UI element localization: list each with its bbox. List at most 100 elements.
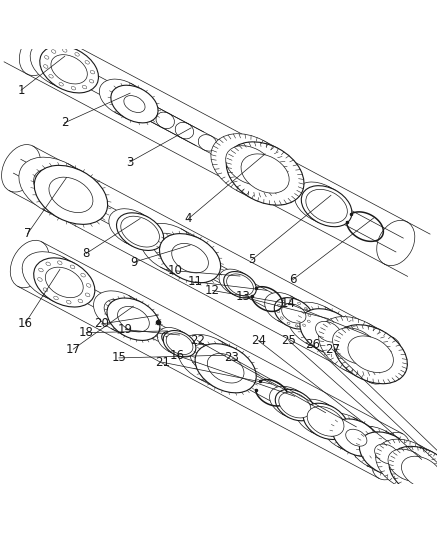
Ellipse shape <box>152 233 189 263</box>
Ellipse shape <box>363 337 402 384</box>
Text: 12: 12 <box>205 284 220 297</box>
Text: 18: 18 <box>79 326 94 339</box>
Ellipse shape <box>241 154 289 193</box>
Ellipse shape <box>334 325 407 384</box>
Text: 10: 10 <box>168 264 183 277</box>
Ellipse shape <box>34 258 95 307</box>
Ellipse shape <box>282 304 306 323</box>
Ellipse shape <box>219 269 252 295</box>
Ellipse shape <box>296 399 340 435</box>
Ellipse shape <box>19 30 57 76</box>
Text: 13: 13 <box>236 290 251 303</box>
Ellipse shape <box>315 321 341 342</box>
Ellipse shape <box>318 317 392 376</box>
Ellipse shape <box>159 233 221 283</box>
Ellipse shape <box>402 456 438 489</box>
Ellipse shape <box>376 439 438 491</box>
Text: 24: 24 <box>251 334 266 347</box>
Text: 25: 25 <box>281 334 296 347</box>
Ellipse shape <box>19 157 92 216</box>
Ellipse shape <box>275 389 314 421</box>
Text: 20: 20 <box>94 318 109 330</box>
Ellipse shape <box>269 386 309 418</box>
Text: 11: 11 <box>187 275 202 288</box>
Ellipse shape <box>389 446 438 498</box>
Text: 2: 2 <box>61 116 68 130</box>
Text: 9: 9 <box>131 256 138 269</box>
Text: 6: 6 <box>289 273 297 286</box>
Ellipse shape <box>226 146 274 185</box>
Text: 14: 14 <box>281 297 296 310</box>
Ellipse shape <box>307 407 344 436</box>
Ellipse shape <box>99 79 147 117</box>
Ellipse shape <box>388 449 428 481</box>
Ellipse shape <box>109 209 156 246</box>
Ellipse shape <box>226 142 304 205</box>
Ellipse shape <box>190 344 227 374</box>
Ellipse shape <box>163 330 196 357</box>
Ellipse shape <box>211 134 289 197</box>
Ellipse shape <box>10 240 49 288</box>
Ellipse shape <box>30 41 89 88</box>
Ellipse shape <box>49 177 93 213</box>
Ellipse shape <box>166 333 193 354</box>
Text: 22: 22 <box>190 334 205 347</box>
Ellipse shape <box>348 336 393 373</box>
Ellipse shape <box>371 432 410 480</box>
Ellipse shape <box>157 327 190 354</box>
Ellipse shape <box>359 432 415 477</box>
Ellipse shape <box>93 291 146 333</box>
Ellipse shape <box>300 309 357 355</box>
Ellipse shape <box>2 144 40 192</box>
Text: 7: 7 <box>24 228 31 240</box>
Ellipse shape <box>51 55 87 84</box>
Ellipse shape <box>349 426 404 471</box>
Text: 17: 17 <box>66 343 81 356</box>
Ellipse shape <box>301 185 352 227</box>
Text: 5: 5 <box>248 254 255 266</box>
Text: 8: 8 <box>83 247 90 260</box>
Text: 16: 16 <box>18 317 33 329</box>
Ellipse shape <box>107 298 160 341</box>
Ellipse shape <box>294 182 345 223</box>
Ellipse shape <box>117 306 149 332</box>
Ellipse shape <box>121 216 159 247</box>
Ellipse shape <box>172 244 208 273</box>
Ellipse shape <box>224 271 256 298</box>
Ellipse shape <box>45 267 83 297</box>
Ellipse shape <box>274 297 313 329</box>
Ellipse shape <box>34 169 78 204</box>
Ellipse shape <box>306 189 347 223</box>
Ellipse shape <box>195 344 256 393</box>
Ellipse shape <box>265 293 304 324</box>
Ellipse shape <box>22 252 83 301</box>
Text: 26: 26 <box>305 338 320 351</box>
Ellipse shape <box>140 223 201 272</box>
Text: 27: 27 <box>325 343 339 356</box>
Ellipse shape <box>226 274 254 296</box>
Ellipse shape <box>104 300 136 325</box>
Ellipse shape <box>322 413 369 451</box>
Ellipse shape <box>162 332 182 348</box>
Text: 3: 3 <box>126 156 134 168</box>
Ellipse shape <box>374 444 399 464</box>
Ellipse shape <box>40 46 99 93</box>
Ellipse shape <box>346 429 367 446</box>
Text: 15: 15 <box>111 351 126 365</box>
Ellipse shape <box>117 213 164 251</box>
Ellipse shape <box>279 392 311 418</box>
Ellipse shape <box>124 95 145 112</box>
Text: 19: 19 <box>118 323 133 336</box>
Text: 1: 1 <box>17 84 25 96</box>
Ellipse shape <box>333 419 380 457</box>
Ellipse shape <box>178 335 239 384</box>
Text: 4: 4 <box>185 212 192 225</box>
Text: 21: 21 <box>155 356 170 369</box>
Text: 16: 16 <box>170 349 185 362</box>
Text: 23: 23 <box>225 351 240 365</box>
Ellipse shape <box>111 85 158 123</box>
Ellipse shape <box>207 353 244 383</box>
Ellipse shape <box>303 403 348 440</box>
Ellipse shape <box>287 302 345 348</box>
Ellipse shape <box>332 328 378 365</box>
